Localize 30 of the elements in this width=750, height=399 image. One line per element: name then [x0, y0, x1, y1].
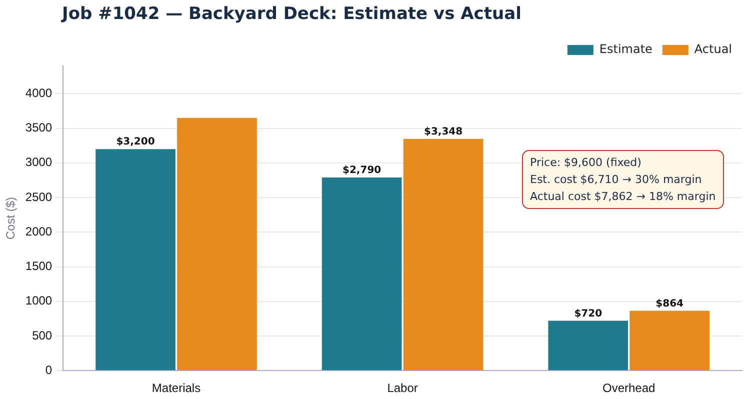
- data-label: $3,200: [116, 136, 155, 148]
- x-tick-label: Labor: [387, 381, 418, 396]
- bar: [548, 320, 628, 370]
- y-tick-label: 1000: [25, 294, 52, 308]
- bar: [96, 149, 176, 370]
- legend-label: Estimate: [599, 42, 652, 56]
- y-tick-label: 1500: [25, 259, 52, 274]
- x-tick-label: Overhead: [602, 381, 656, 396]
- bar: [177, 118, 257, 370]
- y-tick-label: 3000: [25, 155, 52, 170]
- y-axis-title: Cost ($): [4, 196, 18, 240]
- annotation: Price: $9,600 (fixed): [530, 155, 642, 171]
- annotation: Actual cost $7,862 → 18% margin: [530, 189, 716, 205]
- bar: [403, 138, 484, 370]
- data-label: $720: [574, 308, 602, 320]
- bar: [630, 310, 710, 370]
- y-tick-label: 4000: [25, 86, 52, 100]
- y-tick-label: 0: [45, 362, 52, 377]
- data-label: $2,790: [342, 165, 382, 176]
- data-label: $864: [656, 298, 684, 310]
- y-tick-label: 500: [32, 328, 52, 342]
- bar: [322, 177, 402, 370]
- y-tick-label: 3500: [25, 120, 52, 135]
- x-tick-label: Materials: [152, 381, 201, 396]
- y-tick-label: 2500: [25, 190, 52, 204]
- legend-label: Actual: [694, 42, 732, 56]
- y-tick-label: 2000: [25, 224, 52, 238]
- chart-title: Job #1042 — Backyard Deck: Estimate vs Actual: [62, 4, 522, 24]
- annotation: Est. cost $6,710 → 30% margin: [530, 172, 703, 188]
- data-label: $3,348: [424, 126, 463, 138]
